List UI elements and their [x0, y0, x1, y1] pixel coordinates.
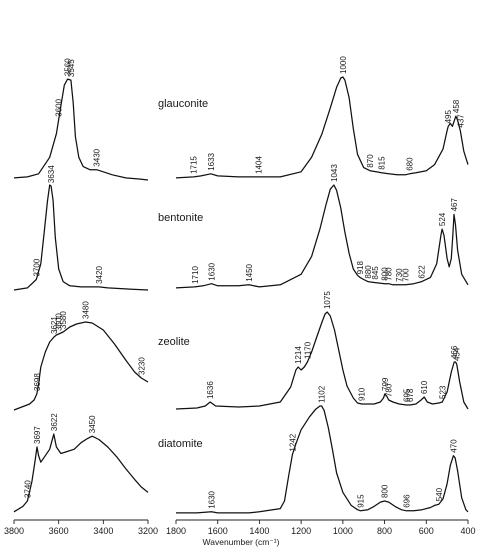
peak-label-zeolite-695: 695 — [403, 388, 412, 402]
peak-label-diatomite-3740: 3740 — [23, 480, 32, 498]
peak-label-diatomite-696: 696 — [402, 494, 411, 508]
peak-label-glauconite-1404: 1404 — [255, 156, 264, 174]
peak-label-zeolite-780: 780 — [385, 383, 394, 397]
peak-label-diatomite-800: 800 — [381, 484, 390, 498]
right-tick-label: 600 — [419, 526, 434, 536]
peak-label-diatomite-3697: 3697 — [33, 426, 42, 444]
peak-label-glauconite-3560: 3560 — [64, 58, 73, 76]
peak-label-bentonite-880: 880 — [364, 265, 373, 279]
peak-label-zeolite-3621: 3621 — [50, 316, 59, 334]
peak-label-zeolite-523: 523 — [438, 385, 447, 399]
right-tick-label: 1600 — [208, 526, 228, 536]
peak-label-diatomite-915: 915 — [357, 494, 366, 508]
peak-label-diatomite-3450: 3450 — [88, 415, 97, 433]
peak-label-glauconite-3545: 3545 — [67, 59, 76, 77]
peak-label-bentonite-467: 467 — [450, 198, 459, 212]
peak-label-bentonite-1450: 1450 — [245, 263, 254, 281]
peak-label-glauconite-3430: 3430 — [93, 148, 102, 166]
peak-label-zeolite-1170: 1170 — [303, 341, 312, 359]
peak-label-glauconite-870: 870 — [366, 154, 375, 168]
peak-label-zeolite-3600: 3600 — [55, 313, 64, 331]
peak-label-zeolite-610: 610 — [420, 380, 429, 394]
peak-label-glauconite-1000: 1000 — [339, 56, 348, 74]
right-spectrum-diatomite — [176, 405, 469, 514]
peak-label-bentonite-3420: 3420 — [95, 266, 104, 284]
sample-label-bentonite: bentonite — [158, 212, 203, 224]
peak-label-diatomite-1242: 1242 — [288, 433, 297, 451]
left-tick-label: 3200 — [138, 526, 158, 536]
sample-labels: glauconite bentonite zeolite diatomite — [158, 98, 208, 450]
peak-label-zeolite-3698: 3698 — [33, 373, 42, 391]
peak-label-bentonite-3634: 3634 — [47, 165, 56, 183]
left-spectrum-glauconite — [13, 78, 149, 181]
peak-label-zeolite-1075: 1075 — [323, 291, 332, 309]
peak-label-bentonite-845: 845 — [371, 266, 380, 280]
peak-label-bentonite-622: 622 — [418, 265, 427, 279]
left-tick-label: 3400 — [93, 526, 113, 536]
right-tick-label: 1400 — [249, 526, 269, 536]
peak-label-bentonite-700: 700 — [401, 268, 410, 282]
peak-label-glauconite-3600: 3600 — [55, 98, 64, 116]
sample-label-glauconite: glauconite — [158, 98, 208, 110]
left-spectrum-bentonite — [13, 184, 149, 291]
peak-label-diatomite-3622: 3622 — [50, 413, 59, 431]
peak-label-zeolite-466: 466 — [450, 345, 459, 359]
peak-label-bentonite-1710: 1710 — [191, 266, 200, 284]
peak-label-glauconite-1633: 1633 — [207, 152, 216, 170]
peak-label-zeolite-799: 799 — [381, 377, 390, 391]
peak-label-glauconite-680: 680 — [406, 157, 415, 171]
peak-label-zeolite-1214: 1214 — [294, 346, 303, 364]
right-x-ticks: 1800 1600 1400 1200 1000 800 600 400 — [166, 520, 476, 536]
peak-label-glauconite-495: 495 — [444, 110, 453, 124]
sample-label-diatomite: diatomite — [158, 438, 203, 450]
right-spectra — [175, 76, 469, 514]
peak-label-bentonite-3700: 3700 — [32, 258, 41, 276]
left-tick-label: 3600 — [49, 526, 69, 536]
peak-label-diatomite-470: 470 — [449, 439, 458, 453]
peak-label-bentonite-524: 524 — [438, 212, 447, 226]
peak-label-zeolite-3230: 3230 — [137, 357, 146, 375]
peak-label-glauconite-815: 815 — [377, 156, 386, 170]
right-tick-label: 800 — [377, 526, 392, 536]
peak-label-bentonite-1043: 1043 — [330, 164, 339, 182]
right-spectrum-glauconite — [175, 76, 469, 179]
left-spectrum-diatomite — [13, 433, 149, 513]
sample-label-zeolite: zeolite — [158, 336, 190, 348]
peak-label-zeolite-3480: 3480 — [82, 301, 91, 319]
peak-label-diatomite-1102: 1102 — [318, 385, 327, 403]
right-tick-label: 1000 — [333, 526, 353, 536]
peak-label-glauconite-1715: 1715 — [190, 156, 199, 174]
peak-label-glauconite-458: 458 — [452, 99, 461, 113]
peak-label-zeolite-910: 910 — [358, 387, 367, 401]
peak-label-diatomite-540: 540 — [435, 487, 444, 501]
peak-label-glauconite-437: 437 — [456, 114, 465, 128]
right-spectrum-zeolite — [175, 311, 469, 410]
peak-label-zeolite-3580: 3580 — [59, 311, 68, 329]
peak-label-bentonite-918: 918 — [356, 261, 365, 275]
left-tick-label: 3800 — [4, 526, 24, 536]
peak-label-diatomite-1630: 1630 — [208, 490, 217, 508]
left-x-ticks: 3800 3600 3400 3200 — [4, 520, 158, 536]
peak-label-bentonite-800: 800 — [381, 267, 390, 281]
right-tick-label: 1200 — [291, 526, 311, 536]
left-spectra — [13, 78, 149, 513]
peak-label-bentonite-730: 730 — [395, 268, 404, 282]
peak-label-zeolite-678: 678 — [406, 388, 415, 402]
peak-label-zeolite-1636: 1636 — [206, 381, 215, 399]
peak-label-bentonite-1630: 1630 — [208, 262, 217, 280]
left-spectrum-zeolite — [13, 321, 149, 411]
peak-label-bentonite-780: 780 — [385, 267, 394, 281]
peak-label-zeolite-454: 454 — [453, 347, 462, 361]
right-spectrum-bentonite — [175, 184, 469, 289]
right-tick-label: 400 — [460, 526, 475, 536]
x-axis-title: Wavenumber (cm⁻¹) — [203, 537, 280, 547]
right-tick-label: 1800 — [166, 526, 186, 536]
